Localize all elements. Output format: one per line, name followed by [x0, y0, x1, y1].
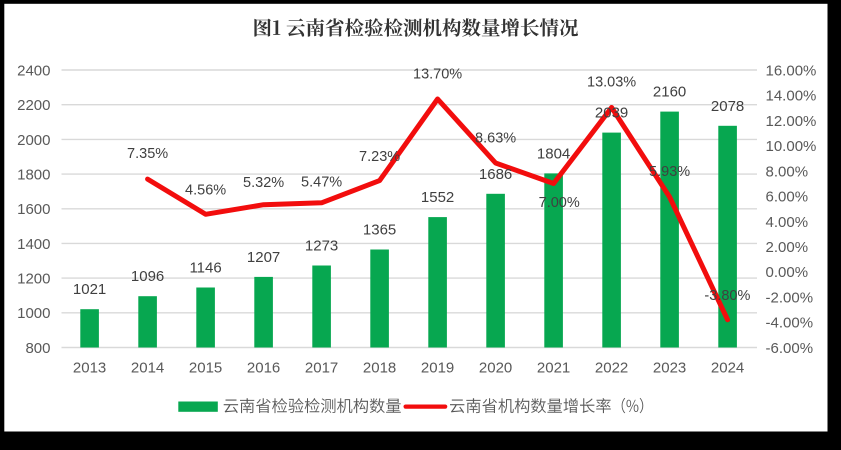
svg-text:2016: 2016 [247, 360, 280, 377]
svg-text:2015: 2015 [189, 360, 222, 377]
svg-text:-6.00%: -6.00% [766, 340, 814, 357]
svg-text:1096: 1096 [131, 268, 164, 285]
svg-text:1207: 1207 [247, 249, 280, 266]
svg-text:13.03%: 13.03% [587, 75, 636, 91]
svg-text:2400: 2400 [17, 62, 50, 79]
svg-text:2039: 2039 [595, 105, 628, 122]
svg-text:14.00%: 14.00% [766, 88, 817, 105]
svg-text:13.70%: 13.70% [413, 66, 462, 82]
svg-text:6.00%: 6.00% [766, 189, 809, 206]
svg-text:4.00%: 4.00% [766, 214, 809, 231]
svg-text:7.35%: 7.35% [127, 146, 168, 162]
svg-text:2014: 2014 [131, 360, 164, 377]
svg-text:2013: 2013 [73, 360, 106, 377]
svg-text:8.00%: 8.00% [766, 163, 809, 180]
svg-text:1000: 1000 [17, 305, 50, 322]
svg-text:2024: 2024 [711, 360, 744, 377]
svg-text:1400: 1400 [17, 236, 50, 253]
svg-text:5.47%: 5.47% [301, 175, 342, 191]
svg-text:0.00%: 0.00% [766, 264, 809, 281]
svg-text:1365: 1365 [363, 222, 396, 239]
svg-text:10.00%: 10.00% [766, 138, 817, 155]
svg-text:2022: 2022 [595, 360, 628, 377]
svg-text:5.32%: 5.32% [243, 175, 284, 191]
svg-text:2018: 2018 [363, 360, 396, 377]
svg-text:2078: 2078 [711, 98, 744, 115]
svg-text:12.00%: 12.00% [766, 113, 817, 130]
svg-text:2160: 2160 [653, 84, 686, 101]
svg-text:-2.00%: -2.00% [766, 289, 814, 306]
svg-text:1146: 1146 [189, 260, 221, 277]
svg-text:7.00%: 7.00% [539, 195, 580, 211]
svg-text:1200: 1200 [17, 271, 50, 288]
svg-text:5.93%: 5.93% [649, 164, 690, 180]
svg-text:2020: 2020 [479, 360, 512, 377]
svg-text:8.63%: 8.63% [475, 131, 516, 147]
svg-text:2200: 2200 [17, 97, 50, 114]
svg-text:2.00%: 2.00% [766, 239, 809, 256]
svg-text:1552: 1552 [421, 189, 454, 206]
svg-text:1273: 1273 [305, 238, 338, 255]
svg-text:1804: 1804 [537, 145, 570, 162]
svg-text:-3.80%: -3.80% [704, 288, 750, 304]
svg-text:-4.00%: -4.00% [766, 315, 814, 332]
svg-text:1686: 1686 [479, 166, 512, 183]
svg-text:2021: 2021 [537, 360, 570, 377]
svg-text:1600: 1600 [17, 201, 50, 218]
svg-text:2023: 2023 [653, 360, 686, 377]
svg-text:2017: 2017 [305, 360, 338, 377]
svg-text:16.00%: 16.00% [766, 62, 817, 79]
svg-text:2019: 2019 [421, 360, 454, 377]
svg-text:1021: 1021 [73, 281, 106, 298]
svg-text:800: 800 [25, 340, 50, 357]
svg-text:7.23%: 7.23% [359, 149, 400, 165]
svg-text:1800: 1800 [17, 167, 50, 184]
svg-text:2000: 2000 [17, 132, 50, 149]
svg-text:4.56%: 4.56% [185, 183, 226, 199]
